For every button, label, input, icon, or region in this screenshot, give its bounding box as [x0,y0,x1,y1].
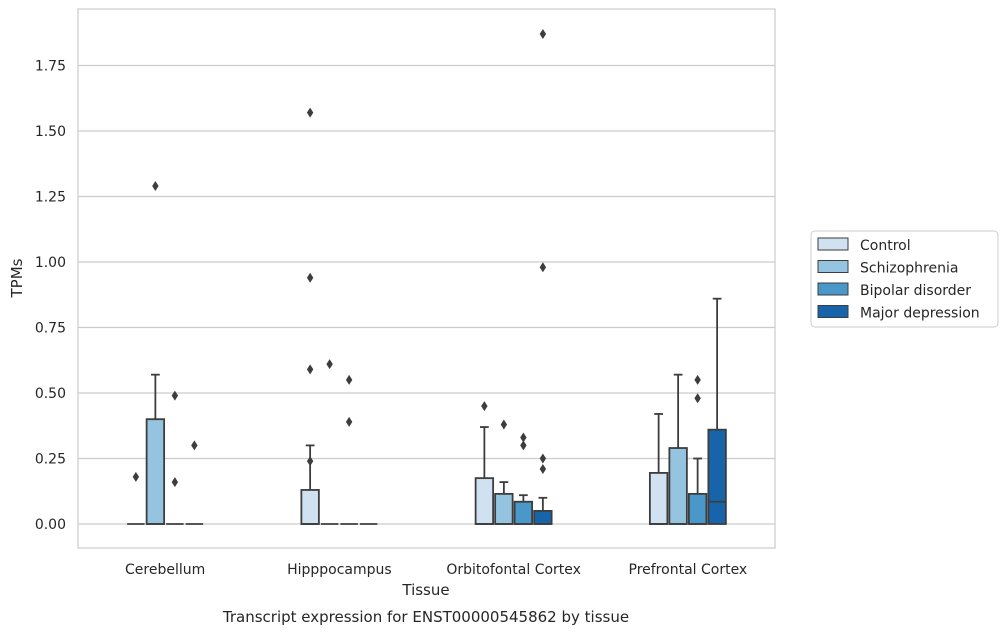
legend-swatch [817,305,849,318]
legend-label: Major depression [860,306,980,322]
x-axis-label: Tissue [401,581,449,599]
outlier-point [306,364,314,375]
box-1-3 [668,373,688,525]
box [513,500,534,525]
box-0-1 [300,107,320,525]
outlier-point [539,262,547,273]
legend: Control Schizophrenia Bipolar disorder Majo… [810,230,999,328]
box-3-2 [533,29,553,525]
plot-frame [77,8,776,549]
outlier-point [500,419,508,430]
y-tick-label: 0.25 [35,452,66,468]
legend-swatch [817,237,849,251]
outlier-point [306,456,314,467]
outlier-point [481,401,488,412]
outlier-point [539,453,547,464]
outlier-point [171,477,179,488]
outlier-point [326,359,333,370]
plot-area [127,29,727,525]
x-tick-label: Hipppocampus [287,562,392,578]
outlier-point [152,181,159,192]
outlier-point [520,440,527,451]
box [707,428,727,525]
legend-label: Schizophrenia [860,261,958,277]
box-2-2 [513,432,534,525]
box-0-2 [474,401,495,525]
outlier-point [539,29,547,40]
box [687,492,708,525]
box-3-0 [185,440,204,525]
box-2-1 [340,374,358,525]
legend-box [810,230,999,328]
y-tick-label: 1.25 [35,190,66,206]
box [145,418,166,525]
box-2-3 [687,374,708,525]
y-tick-label: 1.50 [35,124,66,140]
outlier-point [171,390,179,401]
box [494,492,514,525]
legend-swatch [817,282,849,296]
outlier-point [191,440,198,451]
x-tick-label: Orbitofontal Cortex [446,562,581,578]
outlier-point [306,272,314,283]
box [533,509,553,525]
y-axis: 0.00 0.25 0.50 0.75 1.00 1.25 1.50 1.75 [35,59,66,534]
box [474,477,495,525]
outlier-point [345,416,353,427]
outlier-point [694,393,701,404]
x-axis: Cerebellum Hipppocampus Orbitofontal Corte… [125,562,747,578]
outlier-point [694,374,701,385]
box [668,447,688,525]
y-axis-label: TPMs [8,258,26,298]
x-tick-label: Cerebellum [125,562,205,578]
box-3-3 [707,297,727,525]
box [300,489,320,525]
box-1-2 [494,419,514,525]
legend-label: Bipolar disorder [860,283,971,299]
y-tick-label: 0.50 [35,386,66,402]
chart-title: Transcript expression for ENST0000054586… [222,608,629,626]
legend-swatch [817,260,849,273]
outlier-point [520,432,527,443]
box [648,472,669,525]
outlier-point [345,374,353,385]
y-tick-label: 0.00 [35,517,66,533]
y-tick-label: 1.75 [35,59,66,75]
y-tick-label: 1.00 [35,255,66,271]
y-tick-label: 0.75 [35,321,66,337]
x-tick-label: Prefrontal Cortex [629,562,748,578]
outlier-point [132,471,140,482]
box-2-0 [166,390,184,525]
outlier-point [539,463,547,474]
outlier-point [306,107,314,118]
legend-label: Control [860,238,911,254]
box-1-1 [320,359,339,525]
box-0-0 [127,471,145,525]
box-0-3 [648,413,669,525]
box-1-0 [145,181,166,525]
